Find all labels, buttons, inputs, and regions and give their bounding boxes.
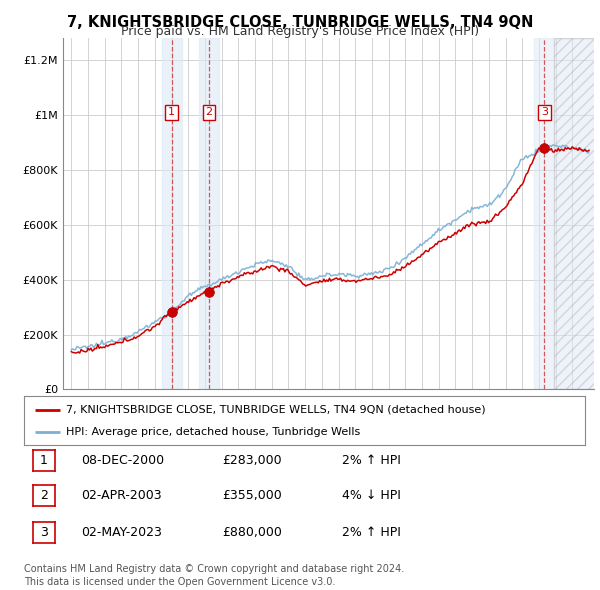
Text: £880,000: £880,000 <box>222 526 282 539</box>
Text: £283,000: £283,000 <box>222 454 281 467</box>
Text: 7, KNIGHTSBRIDGE CLOSE, TUNBRIDGE WELLS, TN4 9QN (detached house): 7, KNIGHTSBRIDGE CLOSE, TUNBRIDGE WELLS,… <box>66 405 486 415</box>
Text: 2: 2 <box>206 107 212 117</box>
Text: 4% ↓ HPI: 4% ↓ HPI <box>342 489 401 502</box>
Text: HPI: Average price, detached house, Tunbridge Wells: HPI: Average price, detached house, Tunb… <box>66 427 361 437</box>
Text: £355,000: £355,000 <box>222 489 282 502</box>
Text: 1: 1 <box>40 454 48 467</box>
Text: Contains HM Land Registry data © Crown copyright and database right 2024.
This d: Contains HM Land Registry data © Crown c… <box>24 564 404 587</box>
Text: 02-MAY-2023: 02-MAY-2023 <box>81 526 162 539</box>
Text: 3: 3 <box>40 526 48 539</box>
Bar <box>161 38 182 389</box>
Text: 08-DEC-2000: 08-DEC-2000 <box>81 454 164 467</box>
Bar <box>554 38 600 389</box>
Text: 3: 3 <box>541 107 548 117</box>
Text: 2% ↑ HPI: 2% ↑ HPI <box>342 526 401 539</box>
Text: 2: 2 <box>40 489 48 502</box>
Text: 02-APR-2003: 02-APR-2003 <box>81 489 161 502</box>
Bar <box>199 38 219 389</box>
Bar <box>535 38 600 389</box>
Text: 2% ↑ HPI: 2% ↑ HPI <box>342 454 401 467</box>
Text: 7, KNIGHTSBRIDGE CLOSE, TUNBRIDGE WELLS, TN4 9QN: 7, KNIGHTSBRIDGE CLOSE, TUNBRIDGE WELLS,… <box>67 15 533 30</box>
Text: 1: 1 <box>168 107 175 117</box>
Text: Price paid vs. HM Land Registry's House Price Index (HPI): Price paid vs. HM Land Registry's House … <box>121 25 479 38</box>
